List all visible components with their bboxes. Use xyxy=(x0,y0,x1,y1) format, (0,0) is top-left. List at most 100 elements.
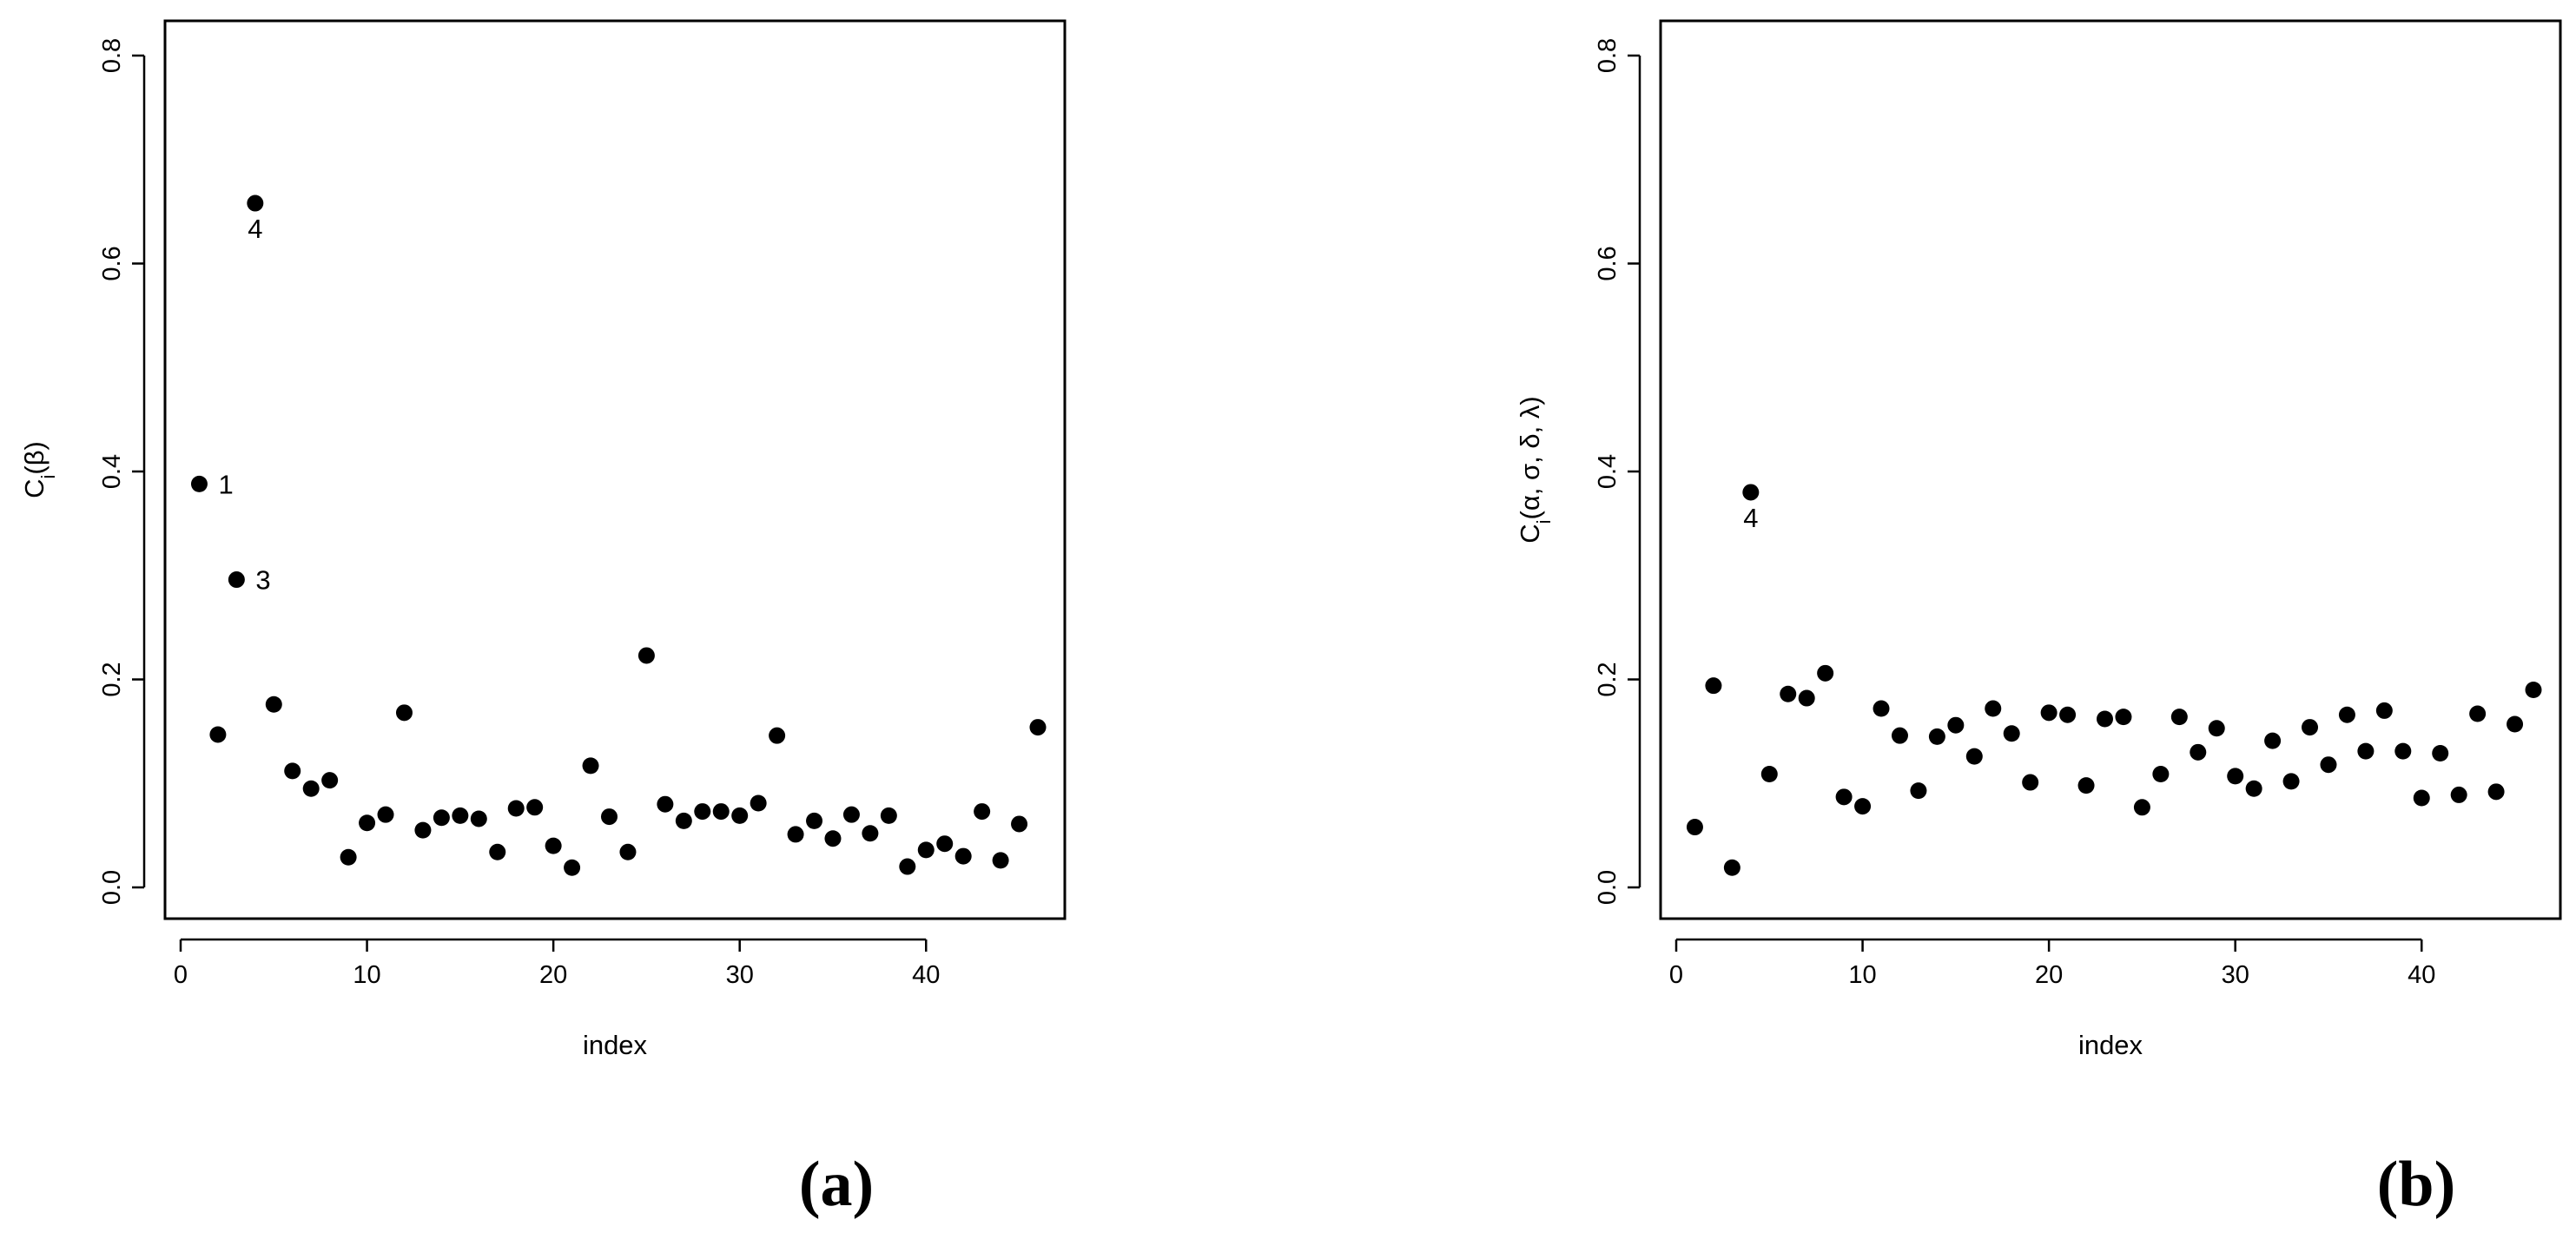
data-point xyxy=(2245,780,2262,797)
data-point xyxy=(1686,819,1703,836)
data-point xyxy=(265,696,282,713)
data-point xyxy=(936,835,954,853)
data-point xyxy=(1947,716,1965,734)
data-point xyxy=(1011,815,1028,833)
data-point xyxy=(414,821,432,839)
y-tick-label: 0.2 xyxy=(1594,662,1622,696)
data-point xyxy=(1910,782,1927,800)
data-point xyxy=(470,810,487,827)
data-point xyxy=(2338,706,2355,723)
data-point xyxy=(433,809,450,827)
data-point xyxy=(806,812,823,829)
chart-panel-a: 0 10 20 30 40 0.0 0.2 0.4 0.6 0.8 index Ci(β) 1 3 4 (a) xyxy=(19,19,1067,1220)
data-point xyxy=(2394,742,2412,760)
data-point xyxy=(675,812,692,829)
data-point xyxy=(2040,704,2057,722)
data-point xyxy=(2097,710,2113,728)
data-point xyxy=(1817,664,1834,682)
point-annotation: 3 xyxy=(255,565,270,596)
data-point xyxy=(2525,681,2542,698)
data-point xyxy=(992,852,1009,869)
data-point xyxy=(694,803,711,821)
data-point xyxy=(228,571,245,589)
plot-frame xyxy=(1659,19,2562,920)
data-point xyxy=(489,843,506,860)
data-point xyxy=(637,647,655,664)
data-point xyxy=(1928,728,1945,745)
data-point xyxy=(2190,743,2207,761)
panel-label: (a) xyxy=(799,1149,874,1220)
data-point xyxy=(2413,789,2430,807)
chart-panel-b: 0 10 20 30 40 0.0 0.2 0.4 0.6 0.8 index Ci(α, σ, δ,… xyxy=(1515,19,2562,1220)
y-tick-label: 0.8 xyxy=(1594,38,1622,73)
y-axis-title: Ci(β) xyxy=(19,441,59,498)
data-point xyxy=(2450,786,2467,803)
y-tick-label: 0.4 xyxy=(98,454,126,489)
y-tick-label: 0.8 xyxy=(98,38,126,73)
data-point xyxy=(302,780,320,797)
x-tick-label: 0 xyxy=(1669,961,1683,989)
data-point xyxy=(1873,700,1890,717)
data-point xyxy=(2170,709,2188,726)
data-point xyxy=(2507,715,2524,733)
data-point xyxy=(545,837,562,854)
y-tick-label: 0.6 xyxy=(1594,246,1622,280)
x-tick-label: 30 xyxy=(2222,961,2249,989)
plot-frame xyxy=(163,19,1067,920)
data-point xyxy=(1780,685,1797,702)
data-point xyxy=(2208,720,2225,737)
data-point xyxy=(2320,756,2337,774)
data-point xyxy=(526,799,544,816)
data-point xyxy=(247,194,264,212)
data-point xyxy=(507,800,525,817)
x-tick-label: 20 xyxy=(2035,961,2063,989)
data-point xyxy=(340,848,357,866)
point-annotation: 1 xyxy=(218,469,233,499)
data-point xyxy=(2357,742,2375,760)
data-point xyxy=(824,830,842,847)
x-tick-label: 30 xyxy=(726,961,754,989)
y-tick-label: 0.4 xyxy=(1594,454,1622,489)
data-point xyxy=(582,757,599,775)
data-point xyxy=(712,803,730,821)
data-point xyxy=(917,841,935,859)
x-tick-label: 0 xyxy=(174,961,188,989)
data-point xyxy=(974,803,991,821)
data-point xyxy=(2432,745,2449,762)
data-point xyxy=(2487,783,2505,801)
x-tick-label: 10 xyxy=(353,961,380,989)
data-point xyxy=(1891,727,1908,744)
data-point xyxy=(2059,706,2077,723)
x-tick-label: 20 xyxy=(539,961,567,989)
data-point xyxy=(2003,725,2020,742)
data-point xyxy=(619,843,637,860)
data-point xyxy=(2375,702,2393,719)
y-tick-label: 0.6 xyxy=(98,246,126,280)
data-point xyxy=(601,808,618,826)
data-point xyxy=(2302,719,2319,736)
data-point xyxy=(1705,677,1722,695)
data-point xyxy=(862,825,879,842)
data-point xyxy=(452,807,469,824)
panel-label: (b) xyxy=(2377,1149,2455,1220)
data-point xyxy=(880,807,897,824)
data-point xyxy=(2022,774,2039,791)
data-point xyxy=(1723,859,1740,876)
x-axis-title: index xyxy=(583,1030,648,1060)
data-point xyxy=(2264,732,2282,749)
y-axis-title: Ci(α, σ, δ, λ) xyxy=(1515,396,1555,543)
data-point xyxy=(190,475,208,492)
data-point xyxy=(2115,709,2132,726)
x-tick-label: 10 xyxy=(1848,961,1876,989)
point-annotation: 4 xyxy=(1743,503,1758,533)
data-point xyxy=(284,762,301,780)
data-point xyxy=(842,806,860,823)
data-point xyxy=(1835,788,1853,806)
data-point xyxy=(1854,798,1872,815)
data-point xyxy=(1985,700,2002,717)
x-axis-title: index xyxy=(2078,1030,2143,1060)
data-point xyxy=(769,727,786,744)
data-point xyxy=(2152,765,2170,782)
point-annotation: 4 xyxy=(248,214,262,244)
